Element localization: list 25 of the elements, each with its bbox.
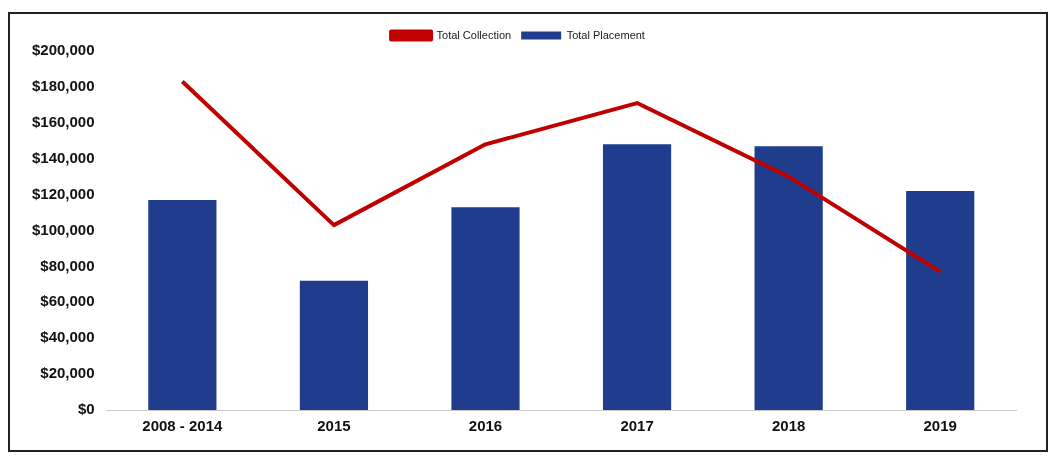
y-tick-label: $40,000 [40, 328, 95, 346]
y-tick-label: $200,000 [31, 41, 95, 59]
y-tick-label: $160,000 [31, 112, 95, 130]
y-tick-label: $100,000 [31, 220, 95, 238]
legend-label: Total Collection [436, 28, 512, 41]
bar [299, 280, 369, 410]
y-tick-label: $20,000 [40, 364, 95, 382]
legend-label: Total Placement [566, 28, 645, 41]
y-tick-label: $60,000 [40, 292, 95, 310]
bar [754, 146, 823, 410]
bar [451, 207, 520, 410]
x-tick-label: 2018 [771, 417, 806, 435]
x-tick-label: 2017 [620, 417, 654, 435]
y-tick-label: $80,000 [40, 256, 95, 274]
y-tick-label: $180,000 [31, 77, 95, 95]
y-tick-label: $0 [77, 400, 95, 418]
bar [602, 144, 672, 410]
bar [148, 199, 217, 410]
y-tick-label: $140,000 [31, 148, 95, 166]
x-tick-label: 2008 - 2014 [142, 417, 224, 435]
x-tick-label: 2019 [923, 417, 957, 435]
bar [906, 191, 975, 410]
x-tick-label: 2015 [317, 417, 351, 435]
x-tick-label: 2016 [468, 417, 503, 435]
y-tick-label: $120,000 [31, 184, 95, 202]
